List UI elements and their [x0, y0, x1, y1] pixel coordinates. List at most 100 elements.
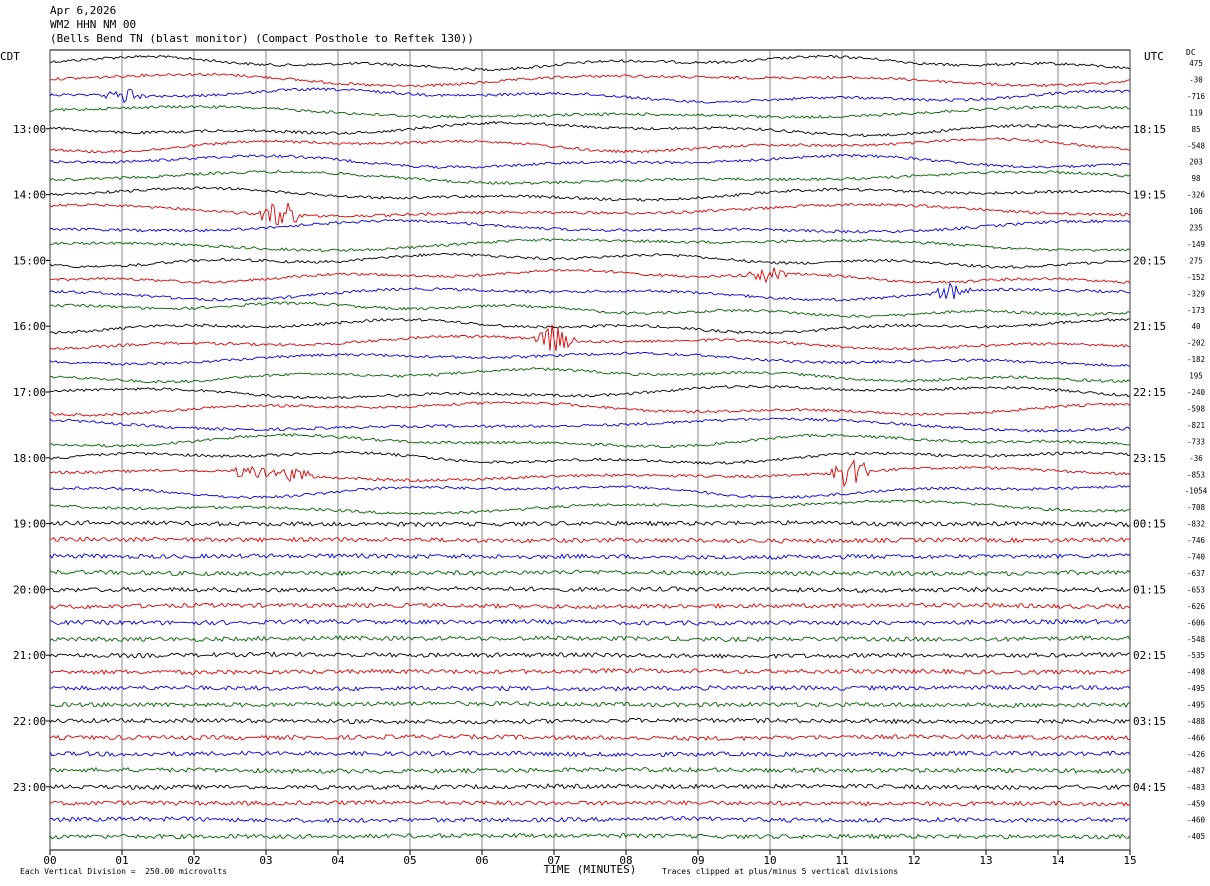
x-tick-label: 10	[763, 854, 776, 867]
seismic-trace	[49, 667, 1131, 676]
seismic-trace	[49, 750, 1131, 758]
right-hour-label: 18:15	[1133, 123, 1166, 136]
x-tick-label: 00	[43, 854, 56, 867]
dc-offset-value: 203	[1189, 158, 1203, 167]
left-hour-label: 19:00	[13, 518, 46, 531]
dc-offset-value: -326	[1187, 191, 1206, 200]
right-hour-label: 20:15	[1133, 254, 1166, 267]
dc-offset-value: -733	[1187, 437, 1205, 446]
dc-header-label: DC	[1186, 48, 1196, 57]
seismic-trace	[49, 536, 1131, 544]
seismic-trace	[49, 169, 1131, 185]
right-hour-label: 04:15	[1133, 781, 1166, 794]
seismic-trace	[49, 384, 1131, 400]
footer-scale: Each Vertical Division = 250.00 microvol…	[20, 867, 228, 876]
seismic-trace	[49, 54, 1131, 72]
left-hour-label: 20:00	[13, 583, 46, 596]
right-hour-label: 22:15	[1133, 386, 1166, 399]
dc-offset-value: 475	[1189, 59, 1203, 68]
left-hour-label: 23:00	[13, 781, 46, 794]
seismic-trace	[49, 485, 1131, 500]
right-hour-label: 23:15	[1133, 452, 1166, 465]
seismic-trace	[49, 799, 1131, 807]
dc-offset-value: 106	[1189, 207, 1203, 216]
x-tick-label: 11	[835, 854, 848, 867]
dc-offset-value: -740	[1187, 553, 1206, 562]
dc-offset-value: -202	[1187, 339, 1205, 348]
dc-offset-value: -182	[1187, 355, 1205, 364]
x-tick-label: 02	[187, 854, 200, 867]
x-tick-label: 03	[259, 854, 272, 867]
dc-offset-value: -495	[1187, 701, 1205, 710]
dc-offset-value: -637	[1187, 569, 1205, 578]
right-hour-label: 21:15	[1133, 320, 1166, 333]
dc-offset-value: -821	[1187, 421, 1205, 430]
seismic-trace	[49, 87, 1131, 104]
dc-offset-value: -548	[1187, 141, 1206, 150]
dc-offset-value: -626	[1187, 602, 1206, 611]
seismic-trace	[49, 137, 1131, 154]
left-hour-label: 21:00	[13, 649, 46, 662]
dc-offset-value: -173	[1187, 306, 1205, 315]
seismic-trace	[49, 450, 1131, 465]
dc-offset-value: -535	[1187, 651, 1205, 660]
x-tick-label: 01	[115, 854, 128, 867]
dc-offset-value: -36	[1189, 454, 1203, 463]
seismic-trace	[49, 717, 1131, 725]
seismic-trace	[49, 783, 1131, 791]
seismic-trace	[49, 153, 1131, 169]
seismic-trace	[49, 618, 1131, 626]
dc-offset-value: -152	[1187, 273, 1205, 282]
dc-offset-value: -853	[1187, 470, 1205, 479]
left-hour-label: 16:00	[13, 320, 46, 333]
seismic-trace	[49, 202, 1131, 226]
seismic-trace	[49, 186, 1131, 202]
x-tick-label: 15	[1123, 854, 1136, 867]
seismic-trace	[49, 104, 1131, 119]
seismic-trace	[50, 459, 1131, 488]
seismic-trace	[49, 324, 1131, 352]
seismic-trace	[49, 733, 1131, 742]
dc-offset-value: 195	[1189, 372, 1203, 381]
dc-offset-value: -716	[1187, 92, 1206, 101]
right-hour-label: 19:15	[1133, 189, 1166, 202]
x-tick-label: 12	[907, 854, 920, 867]
seismic-trace	[49, 400, 1131, 417]
right-hour-label: 00:15	[1133, 518, 1166, 531]
left-hour-label: 17:00	[13, 386, 46, 399]
footer-clip: Traces clipped at plus/minus 5 vertical …	[662, 867, 899, 876]
seismic-trace	[49, 432, 1131, 449]
seismic-trace	[49, 519, 1131, 528]
right-timezone-label: UTC	[1144, 50, 1164, 63]
dc-offset-value: -329	[1187, 289, 1205, 298]
x-tick-label: 09	[691, 854, 704, 867]
dc-offset-value: 40	[1191, 322, 1201, 331]
left-timezone-label: CDT	[0, 50, 20, 63]
dc-offset-value: -459	[1187, 799, 1205, 808]
header-station: WM2 HHN NM 00	[50, 18, 137, 31]
left-hour-label: 13:00	[13, 123, 46, 136]
seismic-trace	[49, 569, 1131, 577]
dc-offset-value: 98	[1191, 174, 1201, 183]
dc-offset-value: -498	[1187, 668, 1206, 677]
dc-offset-value: -746	[1187, 536, 1206, 545]
seismic-trace	[49, 301, 1131, 318]
seismic-trace	[49, 417, 1131, 433]
dc-offset-value: -483	[1187, 783, 1205, 792]
left-hour-label: 22:00	[13, 715, 46, 728]
seismic-trace	[49, 317, 1131, 335]
dc-offset-value: -598	[1187, 404, 1206, 413]
dc-offset-value: 235	[1189, 224, 1203, 233]
dc-offset-value: -30	[1189, 75, 1203, 84]
dc-offset-value: -405	[1187, 832, 1205, 841]
seismic-trace	[49, 72, 1131, 88]
seismic-trace	[49, 651, 1131, 660]
seismic-trace	[49, 253, 1131, 269]
dc-offset-value: -653	[1187, 585, 1205, 594]
dc-offset-value: -466	[1187, 733, 1206, 742]
seismic-trace	[49, 602, 1131, 610]
seismic-trace	[49, 238, 1131, 253]
x-axis-title: TIME (MINUTES)	[544, 863, 637, 876]
header-date: Apr 6,2026	[50, 4, 117, 17]
